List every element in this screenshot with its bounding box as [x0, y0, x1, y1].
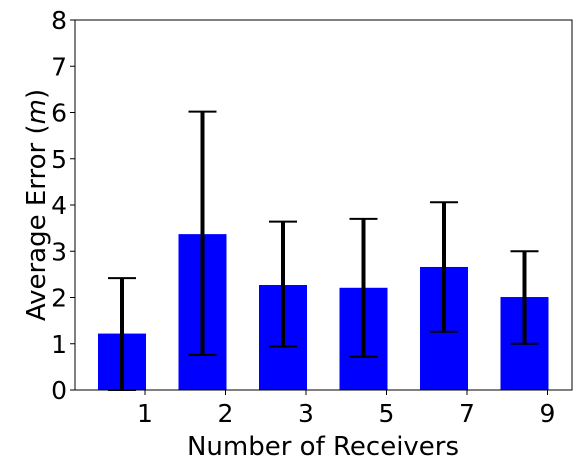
- x-axis: 1 2 3 5 7 9: [137, 390, 555, 428]
- y-tick-label-5: 5: [51, 145, 67, 174]
- y-tick-label-4: 4: [51, 191, 67, 220]
- x-tick-label-2: 2: [218, 399, 234, 428]
- x-tick-label-9: 9: [540, 399, 556, 428]
- y-axis: 0 1 2 3 4 5 6 7 8: [51, 6, 75, 405]
- y-axis-label-suffix: ): [22, 89, 52, 99]
- y-axis-label-unit: m: [22, 99, 52, 124]
- error-bars-group: [108, 110, 539, 391]
- y-axis-label: Average Error (m): [22, 89, 52, 321]
- x-tick-label-3: 3: [298, 399, 314, 428]
- x-tick-label-1: 1: [137, 399, 153, 428]
- y-tick-label-6: 6: [51, 99, 67, 128]
- y-tick-label-7: 7: [51, 52, 67, 81]
- x-tick-label-7: 7: [459, 399, 475, 428]
- y-tick-label-2: 2: [51, 284, 67, 313]
- y-tick-label-1: 1: [51, 330, 67, 359]
- y-axis-label-prefix: Average Error (: [22, 124, 52, 321]
- plot-area: [75, 20, 572, 390]
- x-tick-label-5: 5: [379, 399, 395, 428]
- x-axis-label: Number of Receivers: [187, 432, 459, 462]
- y-tick-label-8: 8: [51, 6, 67, 35]
- y-tick-label-3: 3: [51, 237, 67, 266]
- y-tick-label-0: 0: [51, 376, 67, 405]
